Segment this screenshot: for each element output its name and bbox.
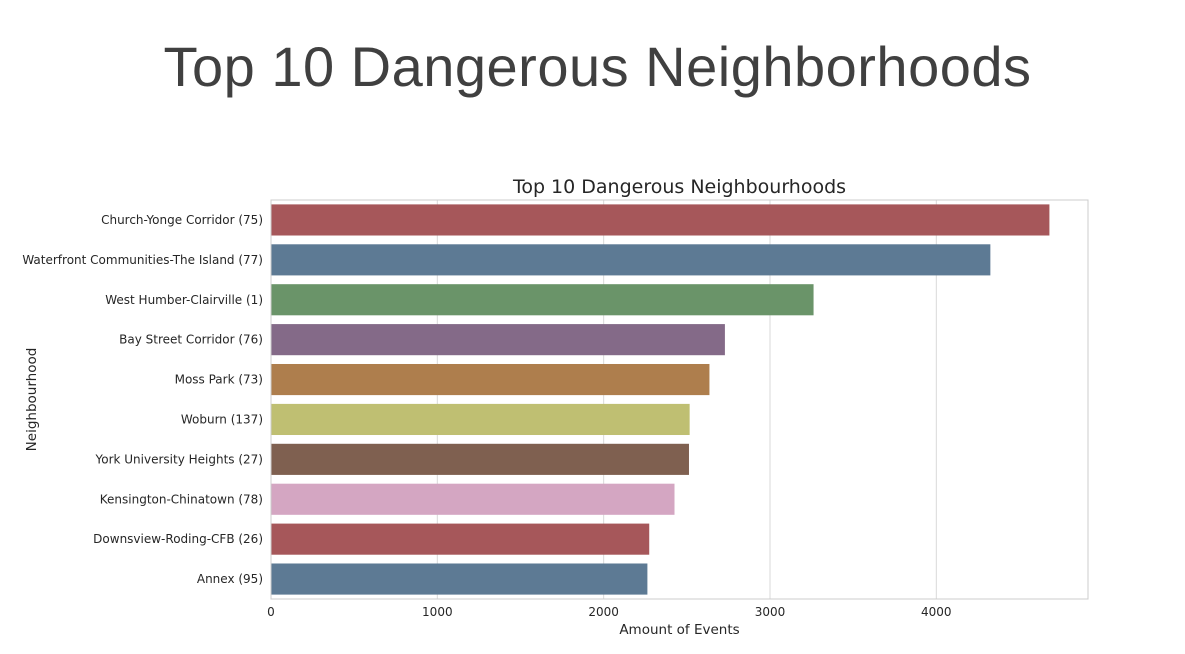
- bar: [271, 204, 1050, 236]
- x-tick-label: 4000: [921, 605, 952, 619]
- slide-title: Top 10 Dangerous Neighborhoods: [163, 35, 1032, 98]
- bar: [271, 483, 675, 515]
- chart-title: Top 10 Dangerous Neighbourhoods: [512, 176, 846, 198]
- bar: [271, 284, 814, 316]
- x-axis-label: Amount of Events: [619, 622, 739, 638]
- y-axis-label: Neighbourhood: [24, 348, 40, 452]
- y-tick-labels: Church-Yonge Corridor (75) Waterfront Com…: [22, 213, 263, 586]
- y-tick-label: Kensington-Chinatown (78): [100, 492, 263, 506]
- y-tick-label: Bay Street Corridor (76): [119, 333, 263, 347]
- bar: [271, 324, 725, 356]
- bars: [271, 204, 1050, 595]
- bar: [271, 563, 648, 595]
- y-tick-label: York University Heights (27): [95, 452, 264, 466]
- y-tick-label: Downsview-Roding-CFB (26): [93, 532, 263, 546]
- x-tick-label: 2000: [588, 605, 619, 619]
- y-tick-label: Moss Park (73): [175, 373, 263, 387]
- x-tick-label: 1000: [422, 605, 453, 619]
- bar: [271, 403, 690, 436]
- y-tick-label: Woburn (137): [181, 412, 263, 426]
- y-tick-label: West Humber-Clairville (1): [105, 293, 263, 307]
- x-tick-labels: 0 1000 2000 3000 4000: [267, 605, 951, 619]
- x-tick-label: 3000: [755, 605, 786, 619]
- plot-frame: [270, 199, 1089, 600]
- y-tick-label: Church-Yonge Corridor (75): [101, 213, 263, 227]
- y-tick-label: Annex (95): [197, 572, 263, 586]
- bar: [271, 244, 991, 276]
- y-tick-label: Waterfront Communities-The Island (77): [22, 253, 263, 267]
- bar: [271, 363, 710, 396]
- bar: [271, 523, 650, 555]
- x-tick-label: 0: [267, 605, 275, 619]
- bar: [271, 443, 689, 475]
